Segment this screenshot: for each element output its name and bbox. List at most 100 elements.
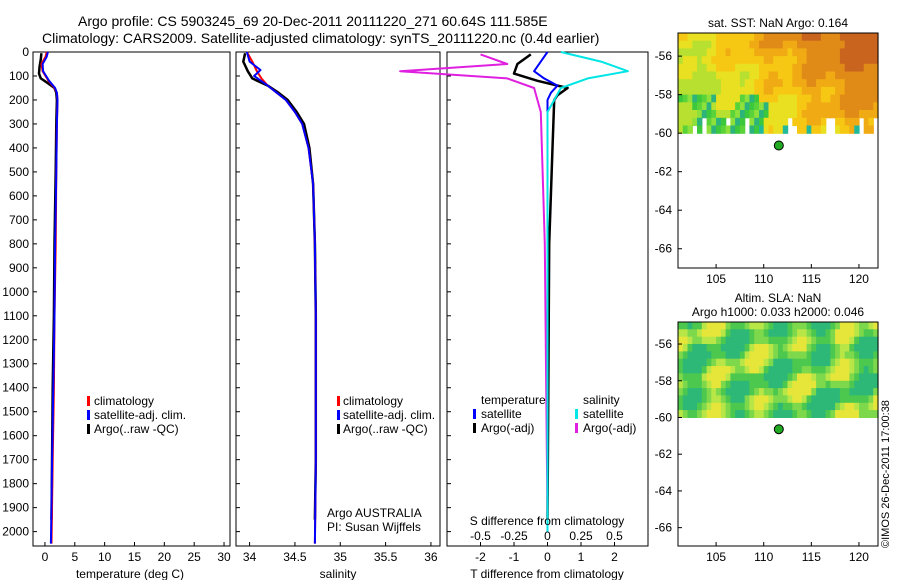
heatmap-cell	[754, 40, 760, 49]
top-x-tick-label: -0.5	[470, 529, 491, 543]
heatmap-cell	[830, 56, 836, 65]
heatmap-cell	[687, 40, 693, 49]
heatmap-cell	[735, 56, 741, 65]
heatmap-cell	[859, 373, 865, 382]
heatmap-cell	[806, 410, 812, 418]
heatmap-cell	[682, 322, 689, 330]
heatmap-cell	[678, 344, 684, 352]
heatmap-cell	[692, 40, 698, 49]
heatmap-cell	[716, 380, 722, 389]
heatmap-cell	[725, 322, 731, 330]
heatmap-cell	[820, 56, 827, 65]
heatmap-cell	[859, 351, 865, 360]
heatmap-cell	[801, 336, 808, 345]
heatmap-cell	[806, 102, 812, 111]
heatmap-cell	[868, 71, 874, 80]
heatmap-cell	[797, 388, 803, 396]
heatmap-cell	[701, 336, 708, 345]
heatmap-cell	[716, 395, 722, 404]
heatmap-cell	[697, 63, 703, 73]
heatmap-cell	[735, 33, 741, 42]
heatmap-cell	[725, 56, 731, 65]
heatmap-cell	[778, 388, 784, 396]
heatmap-cell	[825, 380, 831, 389]
heatmap-cell	[787, 402, 793, 411]
heatmap-cell	[868, 336, 874, 345]
heatmap-cell	[849, 358, 855, 367]
heatmap-cell	[797, 40, 803, 49]
heatmap-cell	[839, 351, 846, 360]
heatmap-cell	[768, 33, 774, 42]
heatmap-cell	[859, 322, 865, 330]
heatmap-cell	[754, 395, 760, 404]
heatmap-cell	[844, 358, 851, 367]
heatmap-cell	[811, 410, 817, 418]
heatmap-cell	[811, 40, 817, 49]
heatmap-cell	[706, 40, 712, 49]
heatmap-cell	[797, 125, 803, 134]
heatmap-cell	[778, 351, 784, 360]
x-tick-label: 34	[243, 550, 257, 564]
y-tick-label: 200	[9, 93, 29, 107]
heatmap-cell	[782, 63, 789, 73]
heatmap-cell	[744, 395, 751, 404]
heatmap-cell	[773, 117, 779, 127]
x-tick-label: 120	[849, 272, 869, 286]
heatmap-cell	[873, 86, 879, 96]
heatmap-cell	[697, 125, 703, 134]
heatmap-cell	[863, 336, 870, 345]
heatmap-cell	[773, 56, 779, 65]
y-tick-label: 500	[9, 165, 29, 179]
heatmap-cell	[682, 94, 689, 103]
heatmap-cell	[768, 56, 774, 65]
heatmap-cell	[782, 125, 789, 134]
heatmap-cell	[792, 380, 798, 389]
heatmap-cell	[854, 94, 860, 103]
heatmap-cell	[749, 322, 755, 330]
heatmap-cell	[749, 102, 755, 111]
heatmap-cell	[701, 366, 708, 374]
heatmap-cell	[835, 94, 841, 103]
diff-legend-t-satellite: satellite	[481, 407, 522, 421]
heatmap-cell	[739, 63, 746, 73]
heatmap-cell	[844, 373, 851, 382]
heatmap-cell	[863, 71, 870, 80]
heatmap-cell	[849, 79, 855, 88]
heatmap-cell	[706, 351, 712, 360]
heatmap-cell	[720, 86, 727, 96]
heatmap-cell	[744, 110, 751, 119]
heatmap-cell	[744, 322, 751, 330]
heatmap-cell	[735, 102, 741, 111]
heatmap-cell	[692, 351, 698, 360]
heatmap-cell	[868, 125, 874, 134]
heatmap-cell	[801, 380, 808, 389]
heatmap-cell	[768, 125, 774, 134]
heatmap-cell	[801, 358, 808, 367]
heatmap-cell	[835, 86, 841, 96]
heatmap-cell	[873, 48, 879, 57]
heatmap-cell	[739, 79, 746, 88]
heatmap-cell	[759, 86, 765, 96]
heatmap-cell	[811, 402, 817, 411]
heatmap-cell	[797, 33, 803, 42]
heatmap-cell	[697, 366, 703, 374]
heatmap-cell	[863, 366, 870, 374]
heatmap-cell	[830, 86, 836, 96]
heatmap-cell	[754, 402, 760, 411]
heatmap-cell	[844, 63, 851, 73]
heatmap-cell	[854, 410, 860, 418]
y-tick-label: 1800	[2, 477, 29, 491]
heatmap-cell	[763, 86, 770, 96]
heatmap-cell	[854, 366, 860, 374]
heatmap-cell	[782, 110, 789, 119]
heatmap-cell	[701, 395, 708, 404]
heatmap-cell	[744, 366, 751, 374]
heatmap-cell	[678, 110, 684, 119]
heatmap-cell	[797, 63, 803, 73]
sal-annotation-line1: Argo AUSTRALIA	[327, 506, 422, 520]
heatmap-cell	[868, 110, 874, 119]
heatmap-cell	[697, 40, 703, 49]
heatmap-cell	[716, 33, 722, 42]
y-tick-label: -66	[655, 521, 673, 535]
heatmap-cell	[873, 358, 879, 367]
